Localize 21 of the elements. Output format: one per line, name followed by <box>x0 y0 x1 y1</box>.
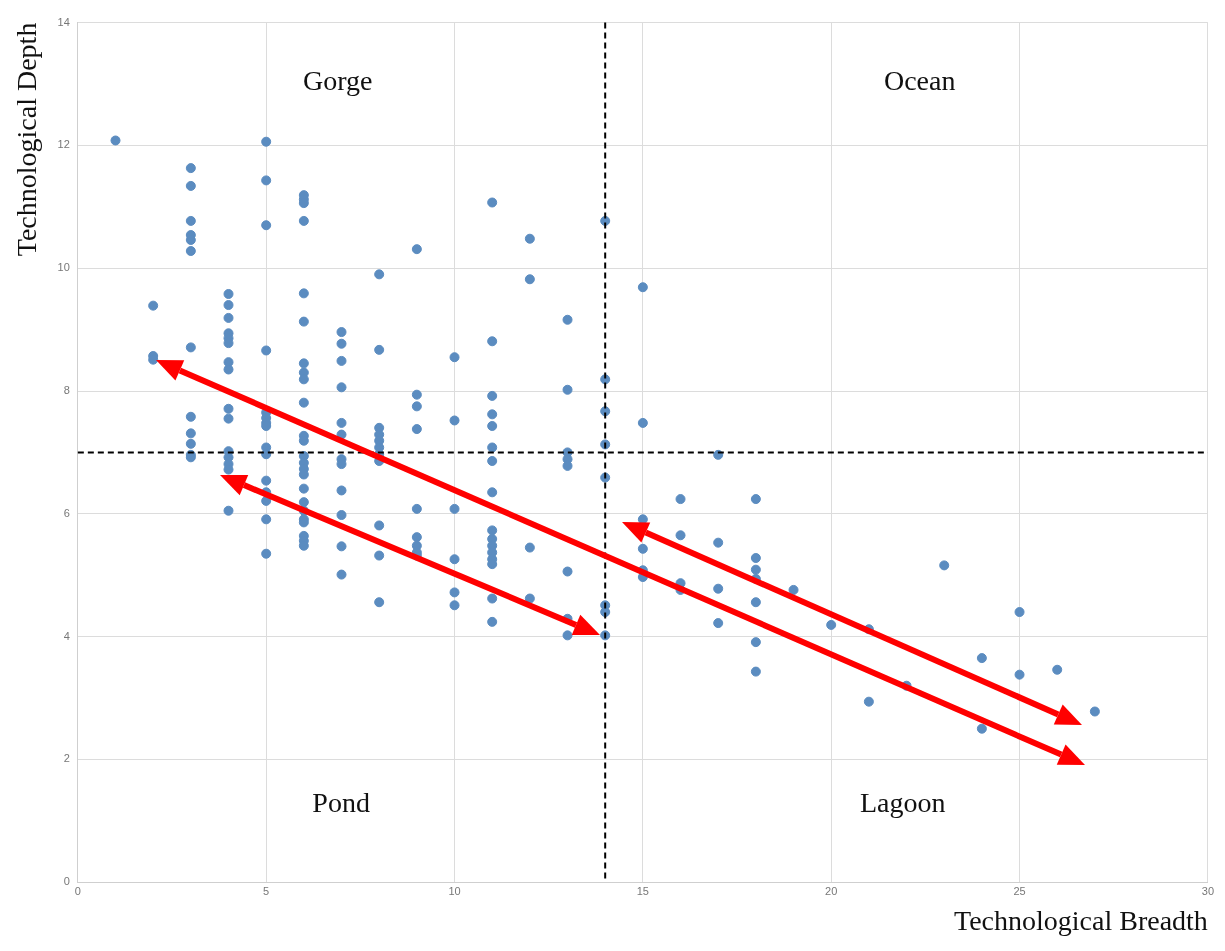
y-tick-label: 10 <box>57 261 70 274</box>
y-tick-label: 12 <box>57 138 70 151</box>
x-tick-label: 20 <box>825 884 838 897</box>
y-tick-label: 2 <box>63 752 70 765</box>
y-axis-title: Technological Depth <box>11 22 43 257</box>
annotation: Gorge <box>303 65 373 97</box>
x-tick-label: 10 <box>448 884 461 897</box>
x-tick-label: 30 <box>1201 884 1215 897</box>
y-tick-label: 6 <box>63 506 70 519</box>
y-tick-label: 4 <box>63 629 70 642</box>
y-tick-label: 14 <box>57 15 70 28</box>
annotation: Lagoon <box>860 787 946 819</box>
x-axis-title: Technological Breadth <box>954 904 1208 936</box>
y-tick-label: 0 <box>63 875 70 888</box>
x-tick-label: 0 <box>74 884 81 897</box>
x-tick-label: 5 <box>263 884 270 897</box>
annotation: Pond <box>312 787 370 819</box>
x-tick-label: 25 <box>1013 884 1026 897</box>
annotation: Ocean <box>883 65 956 97</box>
x-tick-label: 15 <box>636 884 649 897</box>
y-tick-label: 8 <box>63 384 70 397</box>
